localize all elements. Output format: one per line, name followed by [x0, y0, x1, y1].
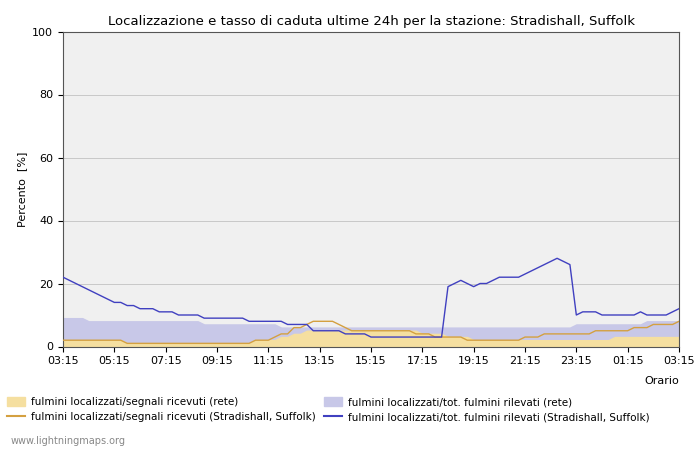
Text: Orario: Orario	[644, 376, 679, 387]
Legend: fulmini localizzati/segnali ricevuti (rete), fulmini localizzati/segnali ricevut: fulmini localizzati/segnali ricevuti (re…	[2, 393, 653, 427]
Y-axis label: Percento  [%]: Percento [%]	[17, 151, 27, 227]
Text: www.lightningmaps.org: www.lightningmaps.org	[10, 436, 125, 446]
Title: Localizzazione e tasso di caduta ultime 24h per la stazione: Stradishall, Suffol: Localizzazione e tasso di caduta ultime …	[108, 14, 634, 27]
